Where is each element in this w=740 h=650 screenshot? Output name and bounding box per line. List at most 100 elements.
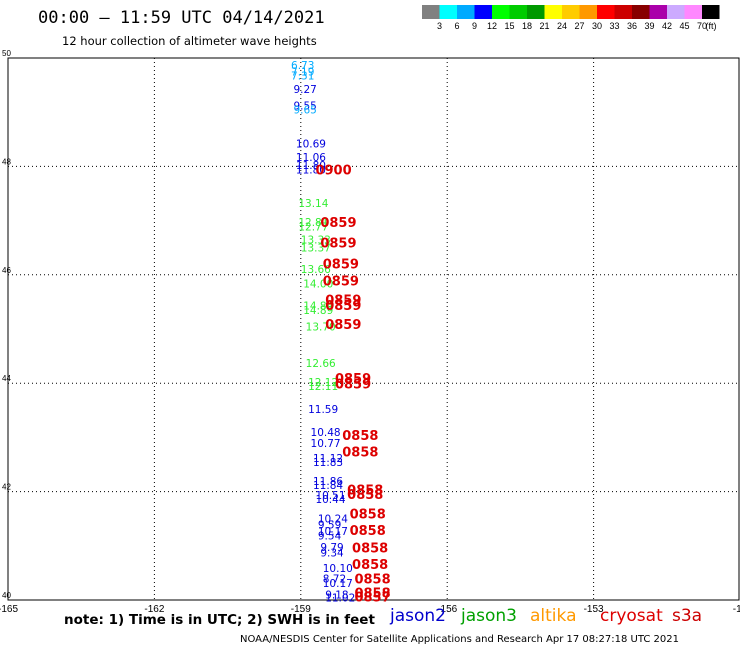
- time-label: 0859: [325, 294, 361, 309]
- time-label: 0858: [350, 524, 386, 539]
- color-scale-swatch: [667, 5, 685, 19]
- color-scale-swatch: [649, 5, 667, 19]
- color-scale-label: 6: [454, 21, 459, 31]
- color-scale-swatch: [632, 5, 650, 19]
- legend-jason2: jason2: [390, 606, 446, 626]
- color-scale-label: 9: [472, 21, 477, 31]
- time-label: 0859: [320, 237, 356, 252]
- color-scale-label: 21: [539, 21, 549, 31]
- chart-title: 00:00 – 11:59 UTC 04/14/2021: [38, 8, 325, 28]
- time-label: 0858: [352, 541, 388, 556]
- color-scale-swatch: [422, 5, 440, 19]
- swh-value-label: 12.11: [308, 381, 338, 393]
- color-scale-label: 70: [697, 21, 707, 31]
- swh-value-label: 6.73: [291, 60, 314, 72]
- time-label: 0859: [325, 299, 361, 314]
- color-scale-swatch: [474, 5, 492, 19]
- time-label: 0858: [354, 586, 390, 601]
- swh-value-label: 12.81: [298, 217, 328, 229]
- y-tick-label: 48: [2, 157, 11, 166]
- time-label: 0858: [342, 429, 378, 444]
- color-scale-label: 3: [437, 21, 442, 31]
- legend-jason3: jason3: [461, 606, 517, 626]
- color-scale-swatch: [492, 5, 510, 19]
- color-scale-swatch: [457, 5, 475, 19]
- swh-value-label: 9.65: [293, 104, 316, 116]
- swh-value-label: 7.31: [291, 71, 314, 83]
- y-tick-label: 44: [2, 374, 11, 383]
- time-label: 0858: [347, 488, 383, 503]
- color-scale-swatch: [614, 5, 632, 19]
- plot-frame: [7, 57, 740, 601]
- color-scale-label: 27: [574, 21, 584, 31]
- y-tick-label: 50: [2, 49, 11, 58]
- swh-value-label: 12.12: [308, 377, 338, 389]
- color-scale-swatch: [544, 5, 562, 19]
- color-scale-label: 45: [679, 21, 689, 31]
- swh-value-label: 10.17: [318, 526, 348, 538]
- color-scale-swatch: [527, 5, 545, 19]
- swh-value-label: 9.34: [320, 548, 344, 560]
- time-label: 0858: [347, 483, 383, 498]
- swh-value-label: 11.80: [296, 164, 326, 176]
- legend-cryosat: cryosat: [600, 606, 663, 626]
- legend-altika: altika: [530, 606, 577, 626]
- swh-value-label: 10.69: [296, 138, 326, 150]
- footer-note: note: 1) Time is in UTC; 2) SWH is in fe…: [64, 612, 375, 628]
- color-scale-swatch: [684, 5, 702, 19]
- swh-value-label: 10.17: [323, 578, 353, 590]
- swh-value-label: 9.18: [325, 589, 348, 601]
- footer-credit: NOAA/NESDIS Center for Satellite Applica…: [240, 634, 679, 645]
- time-label: 0859: [323, 275, 359, 290]
- color-scale-label: 42: [662, 21, 672, 31]
- x-tick-label: -15: [733, 604, 740, 615]
- color-scale-label: 15: [504, 21, 514, 31]
- swh-value-label: 12.66: [306, 358, 336, 370]
- color-scale-label: 24: [557, 21, 567, 31]
- time-label: 0859: [323, 257, 359, 272]
- color-scale-label: 18: [522, 21, 532, 31]
- swh-value-label: 11.84: [313, 480, 343, 492]
- color-scale-label: 39: [644, 21, 654, 31]
- time-label: 0859: [335, 378, 371, 393]
- time-label: 0859: [325, 318, 361, 333]
- color-scale-unit: (ft): [706, 21, 717, 31]
- swh-value-label: 9.54: [318, 530, 342, 542]
- time-label: 0858: [350, 508, 386, 523]
- x-tick-label: -165: [0, 604, 18, 615]
- swh-value-label: 14.84: [303, 300, 333, 312]
- time-label: 0859: [335, 372, 371, 387]
- swh-value-label: 10.44: [315, 494, 345, 506]
- y-tick-label: 42: [2, 483, 11, 492]
- legend-s3a: s3a: [672, 606, 703, 626]
- swh-value-label: 14.00: [303, 278, 333, 290]
- swh-value-label: 7.19: [291, 66, 314, 78]
- color-scale-swatch: [579, 5, 597, 19]
- color-scale-swatch: [562, 5, 580, 19]
- swh-value-label: 14.89: [303, 305, 333, 317]
- swh-value-label: 10.77: [311, 438, 341, 450]
- y-tick-label: 46: [2, 266, 11, 275]
- color-scale-swatch: [702, 5, 720, 19]
- swh-value-label: 11.12: [313, 453, 343, 465]
- swh-value-label: 10.10: [323, 563, 353, 575]
- swh-value-label: 12.77: [298, 221, 328, 233]
- swh-value-label: 11.83: [313, 457, 343, 469]
- swh-value-label: 13.66: [301, 264, 331, 276]
- swh-value-label: 9.27: [293, 84, 316, 96]
- x-tick-label: -159: [291, 604, 311, 615]
- color-scale-label: 30: [592, 21, 602, 31]
- swh-value-label: 13.37: [301, 242, 331, 254]
- time-label: 0857: [354, 591, 390, 606]
- x-tick-label: -156: [437, 604, 457, 615]
- swh-value-label: 10.48: [311, 427, 341, 439]
- swh-value-label: 9.59: [318, 519, 341, 531]
- color-scale-swatch: [509, 5, 527, 19]
- color-scale-label: 12: [487, 21, 497, 31]
- swh-value-label: 9.79: [320, 542, 343, 554]
- x-tick-label: -162: [144, 604, 164, 615]
- color-scale-label: 36: [627, 21, 637, 31]
- color-scale-swatch: [439, 5, 457, 19]
